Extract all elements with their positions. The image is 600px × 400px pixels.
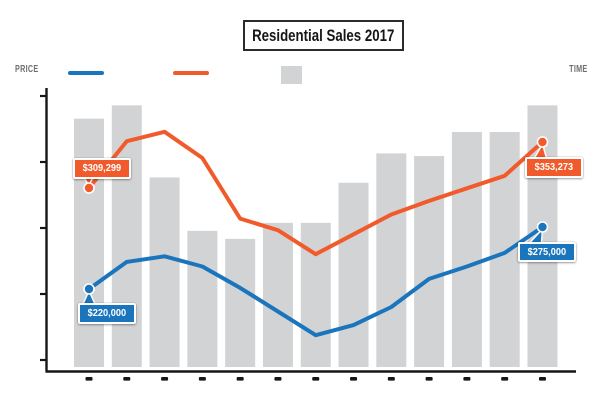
callout-orange-start: $309,299 [73, 158, 131, 179]
bar [74, 118, 104, 367]
price-axis-label: PRICE [15, 64, 39, 75]
x-axis-tick [161, 377, 169, 381]
x-axis-tick [538, 377, 546, 381]
bar [262, 222, 293, 367]
bar [489, 132, 520, 367]
data-point-dot [83, 283, 95, 295]
x-axis-tick [425, 377, 433, 381]
bar [338, 182, 369, 367]
line-orange [87, 129, 545, 257]
x-axis-tick [236, 377, 244, 381]
callout-blue-end: $275,000 [518, 241, 577, 263]
callout-blue-start: $220,000 [78, 303, 136, 324]
bar [149, 177, 180, 367]
bars-legend-swatch [281, 66, 302, 84]
bar [225, 238, 256, 367]
data-point-dot [536, 136, 549, 148]
data-point-dot [536, 221, 549, 233]
data-point-dot [83, 182, 95, 194]
callout-orange-end: $353,273 [525, 157, 584, 178]
blue-line-legend-swatch [68, 71, 104, 75]
x-axis-tick [350, 377, 358, 381]
x-axis-tick [387, 377, 395, 381]
bar [451, 132, 482, 367]
time-axis-label: TIME [568, 64, 587, 75]
bar [300, 222, 331, 367]
x-axis-tick [312, 377, 320, 381]
bar [414, 156, 445, 367]
x-axis-tick [85, 377, 93, 381]
x-axis-tick [463, 377, 471, 381]
x-axis-tick [123, 377, 131, 381]
x-axis-tick [274, 377, 282, 381]
bar [111, 105, 142, 367]
orange-line-legend-swatch [173, 71, 209, 75]
chart-title: Residential Sales 2017 [252, 25, 395, 45]
bar [376, 153, 407, 367]
x-axis-tick [198, 377, 206, 381]
chart-title-box: Residential Sales 2017 [243, 20, 404, 51]
bar [187, 230, 218, 367]
x-axis-tick [501, 377, 509, 381]
line-blue [87, 225, 545, 338]
